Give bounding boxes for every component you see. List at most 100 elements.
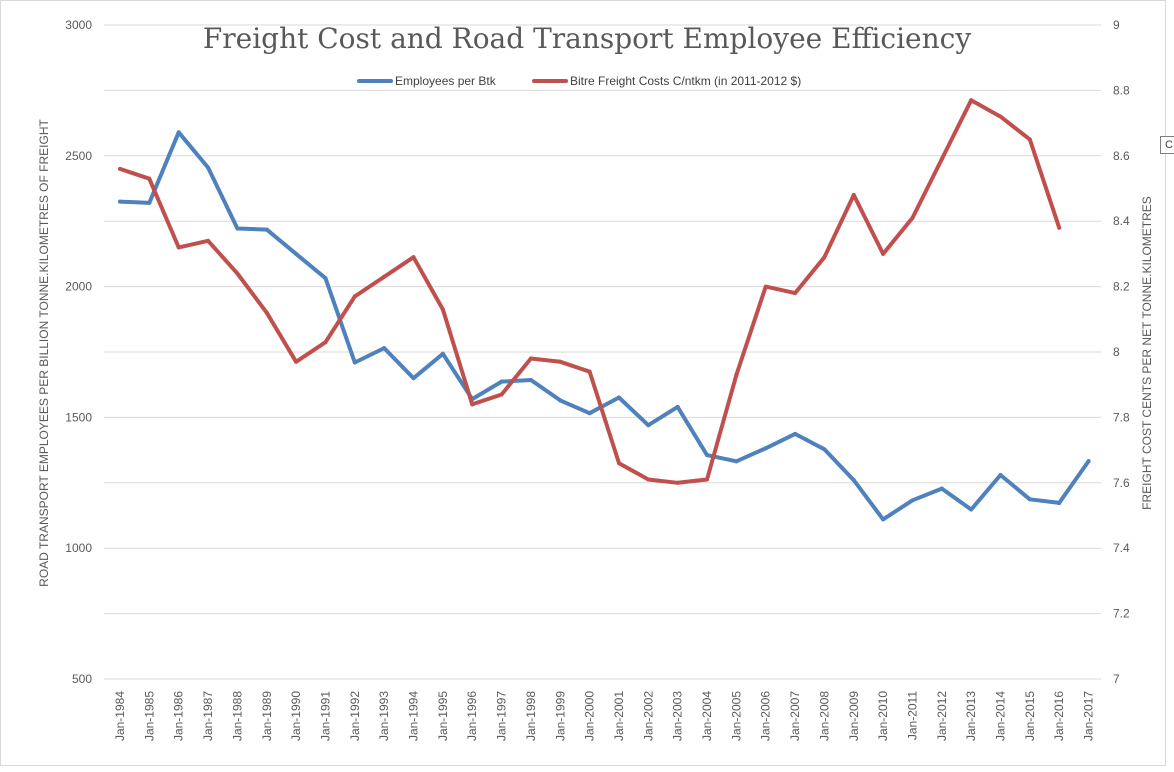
data-point-employees [118,199,122,204]
right-tick-label: 8.6 [1113,149,1130,163]
data-point-employees [969,507,974,512]
legend-label-freight-costs: Bitre Freight Costs C/ntkm (in 2011-2012… [570,74,801,88]
data-point-employees [528,377,533,382]
data-point-employees [558,398,563,403]
data-point-freight-costs [705,477,709,482]
data-point-employees [264,227,269,232]
x-tick-label: Jan-1997 [495,691,509,741]
x-tick-label: Jan-2017 [1082,691,1096,741]
left-tick-label: 2000 [65,280,92,294]
x-tick-label: Jan-1991 [318,691,332,741]
x-axis-ticks: Jan-1984 Jan-1985 Jan-1986 Jan-1987 Jan-1988… [113,691,1096,741]
data-point-employees [382,346,387,351]
x-tick-label: Jan-1989 [260,691,274,741]
data-point-freight-costs [440,307,445,312]
x-tick-label: Jan-1999 [553,691,567,741]
data-point-employees [616,395,621,400]
right-axis-ticks: 7 7.2 7.4 7.6 7.8 8 8.2 8.4 8.6 8.8 9 [1113,18,1130,686]
data-point-employees [734,459,739,464]
chart-title: Freight Cost and Road Transport Employee… [203,22,972,55]
data-point-employees [881,517,886,522]
right-tick-label: 9 [1113,18,1120,32]
data-point-freight-costs [558,359,563,364]
data-point-freight-costs [675,480,680,485]
x-tick-label: Jan-2007 [788,691,802,741]
side-tab-button[interactable]: C [1160,136,1174,154]
x-tick-label: Jan-2009 [847,691,861,741]
left-axis-ticks: 500 1000 1500 2000 2500 3000 [65,18,92,686]
data-point-freight-costs [763,284,768,289]
data-point-freight-costs [587,369,592,374]
data-point-freight-costs [176,245,181,250]
data-point-freight-costs [499,392,504,397]
data-point-freight-costs [969,98,974,103]
x-tick-label: Jan-1992 [348,691,362,741]
data-point-employees [910,498,915,503]
data-point-freight-costs [1057,225,1062,230]
x-tick-label: Jan-1994 [407,691,421,741]
x-tick-label: Jan-1985 [142,691,156,741]
data-point-freight-costs [616,461,621,466]
x-tick-label: Jan-2012 [935,691,949,741]
data-point-freight-costs [998,114,1003,119]
x-tick-label: Jan-2008 [817,691,831,741]
legend-label-employees: Employees per Btk [395,74,497,88]
x-tick-label: Jan-1984 [113,691,127,741]
x-tick-label: Jan-2011 [905,691,919,740]
data-point-employees [352,360,357,365]
data-point-freight-costs [646,477,651,482]
left-tick-label: 2500 [65,149,92,163]
x-tick-label: Jan-2010 [876,691,890,741]
data-point-freight-costs [470,402,475,407]
x-tick-label: Jan-1993 [377,691,391,741]
x-tick-label: Jan-2004 [700,691,714,741]
data-point-employees [675,404,680,409]
right-tick-label: 8 [1113,345,1120,359]
data-point-freight-costs [147,176,152,181]
right-axis-title: FREIGHT COST CENTS PER NET TONNE.KILOMET… [1140,196,1154,510]
data-point-employees [176,130,181,135]
data-point-freight-costs [793,291,798,296]
data-point-employees [939,486,944,491]
x-tick-label: Jan-2016 [1052,691,1066,741]
right-tick-label: 8.2 [1113,280,1130,294]
data-point-freight-costs [881,251,886,256]
gridlines [104,24,1101,680]
x-tick-label: Jan-1990 [289,691,303,741]
data-point-employees [323,276,328,281]
x-tick-label: Jan-1995 [436,691,450,741]
x-tick-label: Jan-1996 [465,691,479,741]
data-point-freight-costs [352,294,357,299]
data-point-employees [822,447,827,452]
x-tick-label: Jan-2013 [964,691,978,741]
data-point-employees [851,478,856,483]
right-tick-label: 7.8 [1113,410,1130,424]
x-tick-label: Jan-1986 [172,691,186,741]
left-tick-label: 1000 [65,541,92,555]
x-tick-label: Jan-2006 [759,691,773,741]
data-point-employees [294,251,299,256]
x-tick-label: Jan-1998 [524,691,538,741]
x-tick-label: Jan-1988 [230,691,244,741]
right-tick-label: 7 [1113,672,1120,686]
data-point-employees [440,351,445,356]
left-tick-label: 1500 [65,410,92,424]
data-point-employees [499,379,504,384]
data-point-employees [1086,459,1091,464]
x-tick-label: Jan-2000 [583,691,597,741]
data-point-employees [705,453,709,458]
data-point-employees [206,165,211,170]
x-tick-label: Jan-2001 [612,691,626,741]
side-tab-label: C [1165,139,1173,151]
series-line-employees [118,130,1091,522]
data-point-employees [235,226,240,231]
data-point-freight-costs [851,193,856,198]
series-line-freight-costs [118,98,1062,485]
left-tick-label: 500 [72,672,92,686]
data-point-freight-costs [822,255,827,260]
x-tick-label: Jan-2005 [729,691,743,741]
data-point-freight-costs [235,271,240,276]
data-point-employees [147,200,152,205]
